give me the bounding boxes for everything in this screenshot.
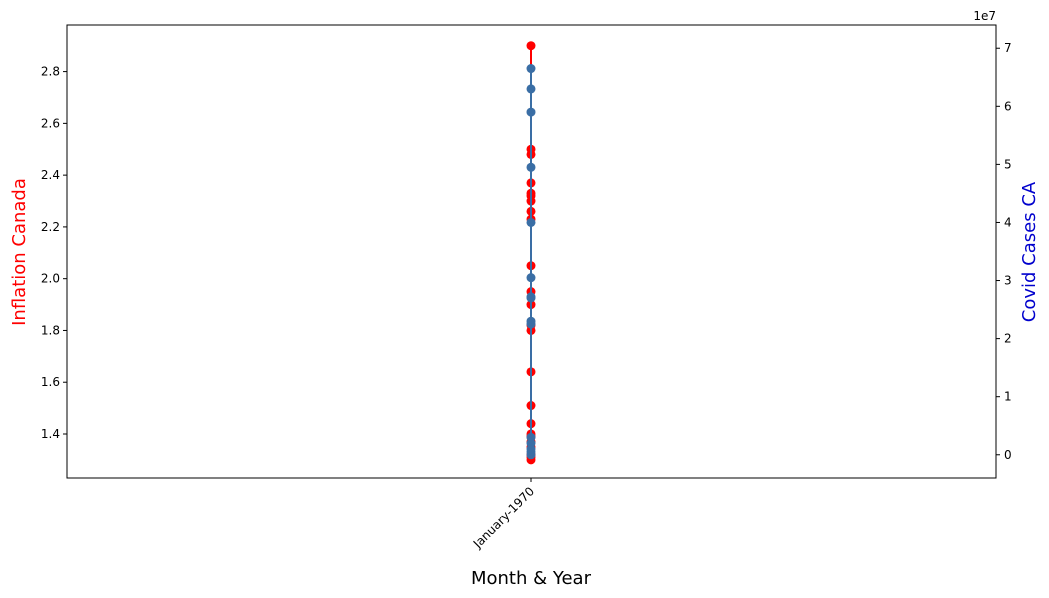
left-tick-label: 1.6: [41, 375, 60, 389]
x-axis: January-1970: [470, 478, 537, 552]
left-tick-label: 2.2: [41, 220, 60, 234]
data-point: [526, 316, 536, 326]
right-axis-offset-text: 1e7: [973, 9, 996, 23]
right-tick-label: 7: [1004, 41, 1012, 55]
right-tick-label: 2: [1004, 332, 1012, 346]
data-point: [526, 84, 536, 94]
left-tick-label: 2.8: [41, 65, 60, 79]
data-point: [526, 41, 536, 51]
x-axis-title: Month & Year: [471, 568, 592, 589]
right-tick-label: 1: [1004, 390, 1012, 404]
left-tick-label: 2.0: [41, 272, 60, 286]
left-axis: 1.4 1.6 1.8 2.0 2.2 2.4 2.6 2.8: [41, 65, 67, 441]
right-tick-label: 3: [1004, 274, 1012, 288]
left-axis-title: Inflation Canada: [9, 178, 30, 326]
left-tick-label: 1.8: [41, 323, 60, 337]
series-right: [526, 64, 536, 460]
right-tick-label: 5: [1004, 157, 1012, 171]
left-tick-label: 2.4: [41, 168, 60, 182]
x-tick-label: January-1970: [470, 484, 537, 551]
left-tick-label: 1.4: [41, 427, 60, 441]
data-point: [526, 64, 536, 74]
series-layer: [526, 41, 536, 465]
right-tick-label: 4: [1004, 215, 1012, 229]
right-axis-title: Covid Cases CA: [1019, 181, 1040, 322]
data-point: [526, 162, 536, 172]
data-point: [526, 432, 536, 442]
right-tick-label: 6: [1004, 99, 1012, 113]
data-point: [526, 273, 536, 283]
left-tick-label: 2.6: [41, 116, 60, 130]
right-axis: 0 1 2 3 4 5 6 7: [996, 41, 1012, 462]
data-point: [526, 107, 536, 117]
right-tick-label: 0: [1004, 448, 1012, 462]
data-point: [526, 292, 536, 302]
data-point: [526, 217, 536, 227]
